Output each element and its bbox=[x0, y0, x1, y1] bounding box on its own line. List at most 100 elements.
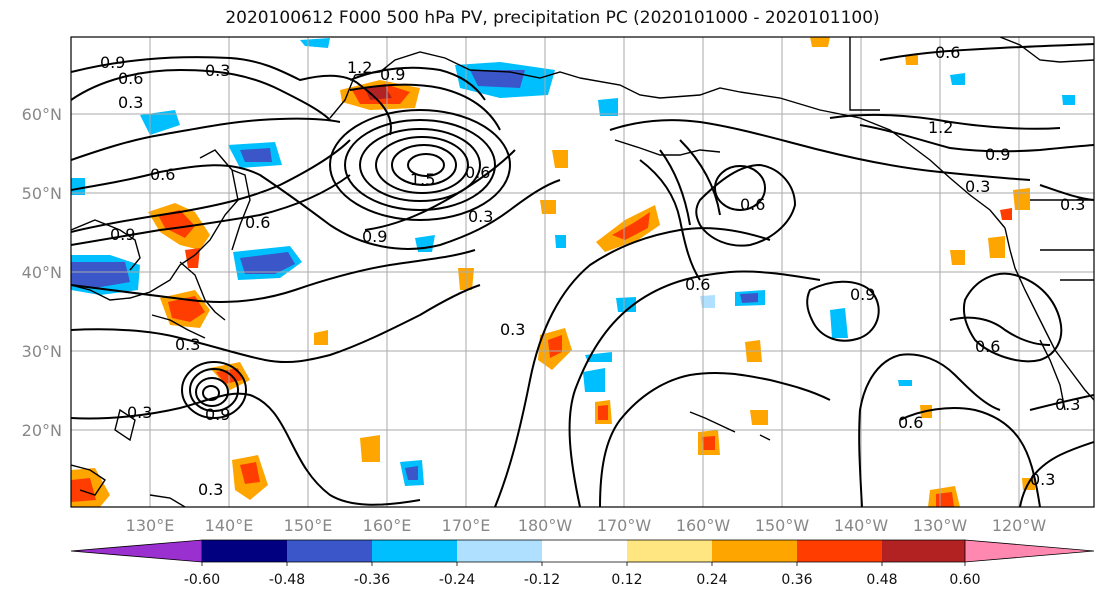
contour-label: 0.3 bbox=[500, 320, 525, 339]
precip-positive-area bbox=[314, 330, 328, 345]
contour-label: 1.2 bbox=[928, 118, 953, 137]
lon-label: 120°W bbox=[992, 516, 1047, 535]
precip-positive-area bbox=[810, 37, 830, 47]
lon-label: 130°E bbox=[126, 516, 175, 535]
lat-label: 30°N bbox=[22, 342, 62, 361]
contour-label: 0.9 bbox=[362, 227, 387, 246]
colorbar-segment bbox=[542, 540, 627, 562]
precip-positive-area bbox=[750, 410, 768, 425]
colorbar-segment bbox=[287, 540, 372, 562]
precip-negative-area bbox=[240, 252, 295, 274]
contour-label: 0.3 bbox=[965, 177, 990, 196]
colorbar-extend-low bbox=[70, 539, 203, 563]
colorbar-tick-label: -0.36 bbox=[354, 572, 390, 588]
precip-negative-area bbox=[950, 73, 965, 85]
precip-positive-area bbox=[905, 55, 918, 65]
lat-label: 40°N bbox=[22, 263, 62, 282]
contour-label: 0.3 bbox=[468, 207, 493, 226]
contour-label: 0.6 bbox=[150, 165, 175, 184]
precip-negative-area bbox=[555, 235, 566, 248]
contour-label: 0.6 bbox=[898, 413, 923, 432]
lon-label: 140°W bbox=[834, 516, 889, 535]
contour-label: 0.6 bbox=[465, 163, 490, 182]
precip-positive-area bbox=[1000, 208, 1012, 220]
longitude-labels: 130°E 140°E 150°E 160°E 170°E 180°W 170°… bbox=[126, 516, 1047, 535]
lat-label: 50°N bbox=[22, 184, 62, 203]
lon-label: 140°E bbox=[205, 516, 254, 535]
precip-positive-area bbox=[168, 296, 205, 322]
contour-label: 0.3 bbox=[1030, 470, 1055, 489]
map-plot-area: 0.9 0.6 0.3 0.3 1.2 0.9 0.6 0.9 0.6 0.9 … bbox=[71, 37, 1094, 507]
contour-label: 0.6 bbox=[118, 69, 143, 88]
contour-label: 0.3 bbox=[127, 403, 152, 422]
contour-label: 0.9 bbox=[205, 405, 230, 424]
precip-positive-area bbox=[240, 462, 260, 484]
contour-label: 0.3 bbox=[1055, 395, 1080, 414]
colorbar-segment bbox=[372, 540, 457, 562]
lon-label: 130°W bbox=[913, 516, 968, 535]
lon-label: 180°W bbox=[518, 516, 573, 535]
colorbar-tick-label: -0.48 bbox=[269, 572, 305, 588]
precip-positive-area bbox=[158, 210, 195, 238]
precip-positive-area bbox=[548, 335, 562, 358]
contour-label: 0.9 bbox=[985, 145, 1010, 164]
precip-negative-area bbox=[598, 98, 618, 116]
contour-label: 0.9 bbox=[850, 285, 875, 304]
colorbar: -0.60 -0.48 -0.36 -0.24 -0.12 0.12 0.24 … bbox=[70, 539, 1095, 588]
colorbar-segment bbox=[797, 540, 882, 562]
lon-label: 160°W bbox=[676, 516, 731, 535]
colorbar-tick-label: -0.24 bbox=[439, 572, 475, 588]
precip-negative-area bbox=[616, 297, 636, 312]
figure-title: 2020100612 F000 500 hPa PV, precipitatio… bbox=[225, 8, 880, 28]
contour-label: 0.6 bbox=[685, 275, 710, 294]
lon-label: 170°E bbox=[442, 516, 491, 535]
precip-positive-area bbox=[540, 200, 556, 214]
precip-positive-area bbox=[988, 236, 1005, 258]
colorbar-tick-label: 0.36 bbox=[781, 572, 812, 588]
colorbar-tick-label: 0.12 bbox=[611, 572, 642, 588]
precip-positive-area bbox=[936, 492, 954, 507]
precip-negative-area bbox=[740, 293, 758, 303]
contour-label: 1.5 bbox=[410, 170, 435, 189]
lon-label: 150°W bbox=[755, 516, 810, 535]
colorbar-tick-label: 0.24 bbox=[696, 572, 727, 588]
contour-label: 1.2 bbox=[347, 58, 372, 77]
lat-label: 60°N bbox=[22, 105, 62, 124]
precip-negative-area bbox=[898, 380, 912, 386]
contour-label-group: 0.9 0.6 0.3 0.3 1.2 0.9 0.6 0.9 0.6 0.9 … bbox=[100, 43, 1085, 499]
lon-label: 170°W bbox=[597, 516, 652, 535]
precip-negative-area bbox=[830, 308, 848, 338]
contour-label: 0.6 bbox=[935, 43, 960, 62]
precip-negative-area bbox=[71, 178, 85, 195]
precip-negative-area bbox=[240, 148, 272, 162]
precip-negative-area bbox=[1062, 95, 1075, 105]
precip-negative-area bbox=[700, 295, 715, 308]
precip-positive-area bbox=[598, 405, 608, 420]
map-frame bbox=[70, 36, 1095, 508]
pv-contours bbox=[71, 43, 1094, 507]
lon-label: 150°E bbox=[284, 516, 333, 535]
lon-label: 160°E bbox=[363, 516, 412, 535]
precip-positive-area bbox=[71, 478, 96, 502]
precip-positive-area bbox=[702, 436, 715, 450]
contour-label: 0.9 bbox=[100, 53, 125, 72]
colorbar-tick-label: 0.60 bbox=[949, 572, 980, 588]
coastlines bbox=[71, 37, 1094, 507]
contour-label: 0.3 bbox=[118, 93, 143, 112]
precip-positive-area bbox=[950, 250, 965, 265]
colorbar-tick-label: -0.60 bbox=[184, 572, 220, 588]
contour-label: 0.9 bbox=[110, 225, 135, 244]
precip-negative-area bbox=[71, 262, 130, 288]
colorbar-segment bbox=[627, 540, 712, 562]
colorbar-tick-label: -0.12 bbox=[524, 572, 560, 588]
precip-negative-area bbox=[405, 466, 418, 480]
colorbar-ticks: -0.60 -0.48 -0.36 -0.24 -0.12 0.12 0.24 … bbox=[184, 572, 981, 588]
precip-negative-area bbox=[470, 70, 525, 88]
precip-positive-area bbox=[552, 150, 568, 168]
contour-label: 0.3 bbox=[198, 480, 223, 499]
precip-positive-area bbox=[365, 86, 392, 100]
colorbar-extend-high bbox=[964, 539, 1095, 563]
colorbar-segment bbox=[712, 540, 797, 562]
